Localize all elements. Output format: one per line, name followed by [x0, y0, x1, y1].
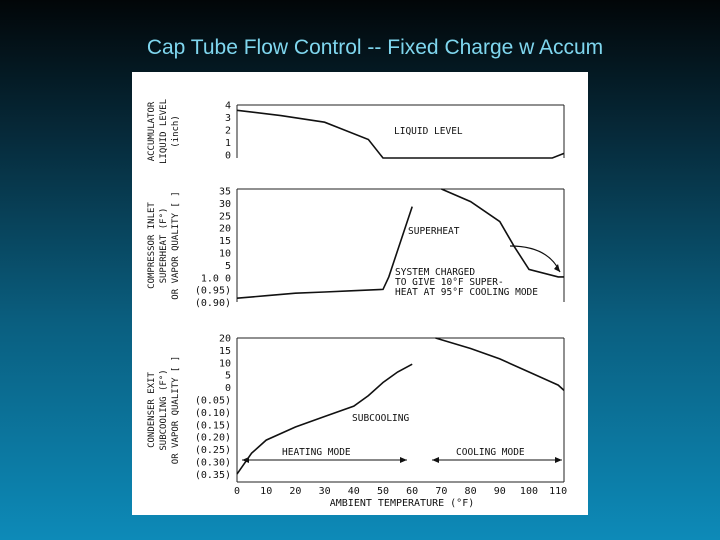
annotation-liquid-level: LIQUID LEVEL: [394, 126, 463, 137]
heating-mode-arrow-head: [242, 457, 249, 463]
cooling-mode-arrow-head: [555, 457, 562, 463]
y-axis-label: COMPRESSOR INLET: [147, 202, 157, 289]
y-tick-label: (0.30): [195, 458, 231, 469]
y-axis-label: LIQUID LEVEL: [159, 99, 169, 164]
annotation-cooling-mode: COOLING MODE: [456, 447, 525, 458]
y-tick-label: (0.10): [195, 408, 231, 419]
y-tick-label: 0: [225, 383, 231, 394]
x-tick-label: 80: [465, 486, 477, 497]
y-tick-label: (0.05): [195, 396, 231, 407]
series-line: [236, 363, 413, 475]
y-tick-label: 3: [225, 113, 231, 124]
y-axis-label: SUPERHEAT (F°): [159, 208, 169, 284]
x-tick-label: 90: [494, 486, 506, 497]
x-tick-label: 110: [549, 486, 567, 497]
y-tick-label: 15: [219, 236, 231, 247]
annotation-system-charged: SYSTEM CHARGED: [395, 267, 475, 278]
x-tick-label: 70: [435, 486, 447, 497]
y-tick-label: 0: [225, 151, 231, 162]
x-tick-label: 30: [319, 486, 331, 497]
y-tick-label: 25: [219, 211, 231, 222]
y-tick-label: 30: [219, 199, 231, 210]
y-tick-label: (0.20): [195, 433, 231, 444]
heating-mode-arrow-head: [400, 457, 407, 463]
y-axis-label: OR VAPOR QUALITY [ ]: [171, 356, 181, 464]
y-axis-label: (inch): [171, 115, 181, 148]
y-tick-label: 5: [225, 261, 231, 272]
x-tick-label: 60: [406, 486, 418, 497]
y-tick-label: 2: [225, 126, 231, 137]
y-tick-label: (0.95): [195, 286, 231, 297]
y-axis-label: ACCUMULATOR: [147, 101, 157, 161]
x-tick-label: 40: [348, 486, 360, 497]
series-line: [441, 188, 564, 278]
annotation-arrow: [509, 245, 561, 273]
x-tick-label: 0: [234, 486, 240, 497]
x-tick-label: 50: [377, 486, 389, 497]
annotation-system-charged: TO GIVE 10°F SUPER-: [395, 277, 504, 288]
y-tick-label: 1.0 0: [201, 273, 231, 284]
slide-title: Cap Tube Flow Control -- Fixed Charge w …: [146, 36, 604, 59]
series-line: [435, 337, 565, 391]
y-tick-label: 35: [219, 187, 231, 198]
series-line: [236, 206, 413, 299]
y-axis-label: CONDENSER EXIT: [147, 371, 157, 447]
y-axis-label: SUBCOOLING (F°): [159, 369, 169, 450]
y-tick-label: 20: [219, 224, 231, 235]
x-tick-label: 100: [520, 486, 538, 497]
x-tick-label: 20: [289, 486, 301, 497]
y-tick-label: 4: [225, 101, 231, 112]
y-tick-label: (0.15): [195, 420, 231, 431]
y-tick-label: 10: [219, 358, 231, 369]
x-tick-label: 10: [260, 486, 272, 497]
cooling-mode-arrow-head: [432, 457, 439, 463]
y-tick-label: (0.90): [195, 298, 231, 309]
series-line: [236, 109, 565, 159]
annotation-superheat: SUPERHEAT: [408, 226, 460, 237]
y-tick-label: (0.35): [195, 470, 231, 481]
y-tick-label: 10: [219, 249, 231, 260]
x-axis-label: AMBIENT TEMPERATURE (°F): [330, 498, 475, 509]
y-tick-label: 1: [225, 138, 231, 149]
y-tick-label: (0.25): [195, 445, 231, 456]
y-tick-label: 15: [219, 346, 231, 357]
annotation-heating-mode: HEATING MODE: [282, 447, 351, 458]
annotation-subcooling: SUBCOOLING: [352, 413, 409, 424]
y-tick-label: 20: [219, 334, 231, 345]
chart-figure: 4 3 2 1 0 ACCUMULATOR LIQUID LEVEL (inch) 35 30 25…: [132, 72, 588, 515]
annotation-arrow-head: [554, 264, 560, 272]
y-axis-label: OR VAPOR QUALITY [ ]: [171, 191, 181, 299]
y-tick-label: 5: [225, 371, 231, 382]
annotation-system-charged: HEAT AT 95°F COOLING MODE: [395, 287, 538, 298]
